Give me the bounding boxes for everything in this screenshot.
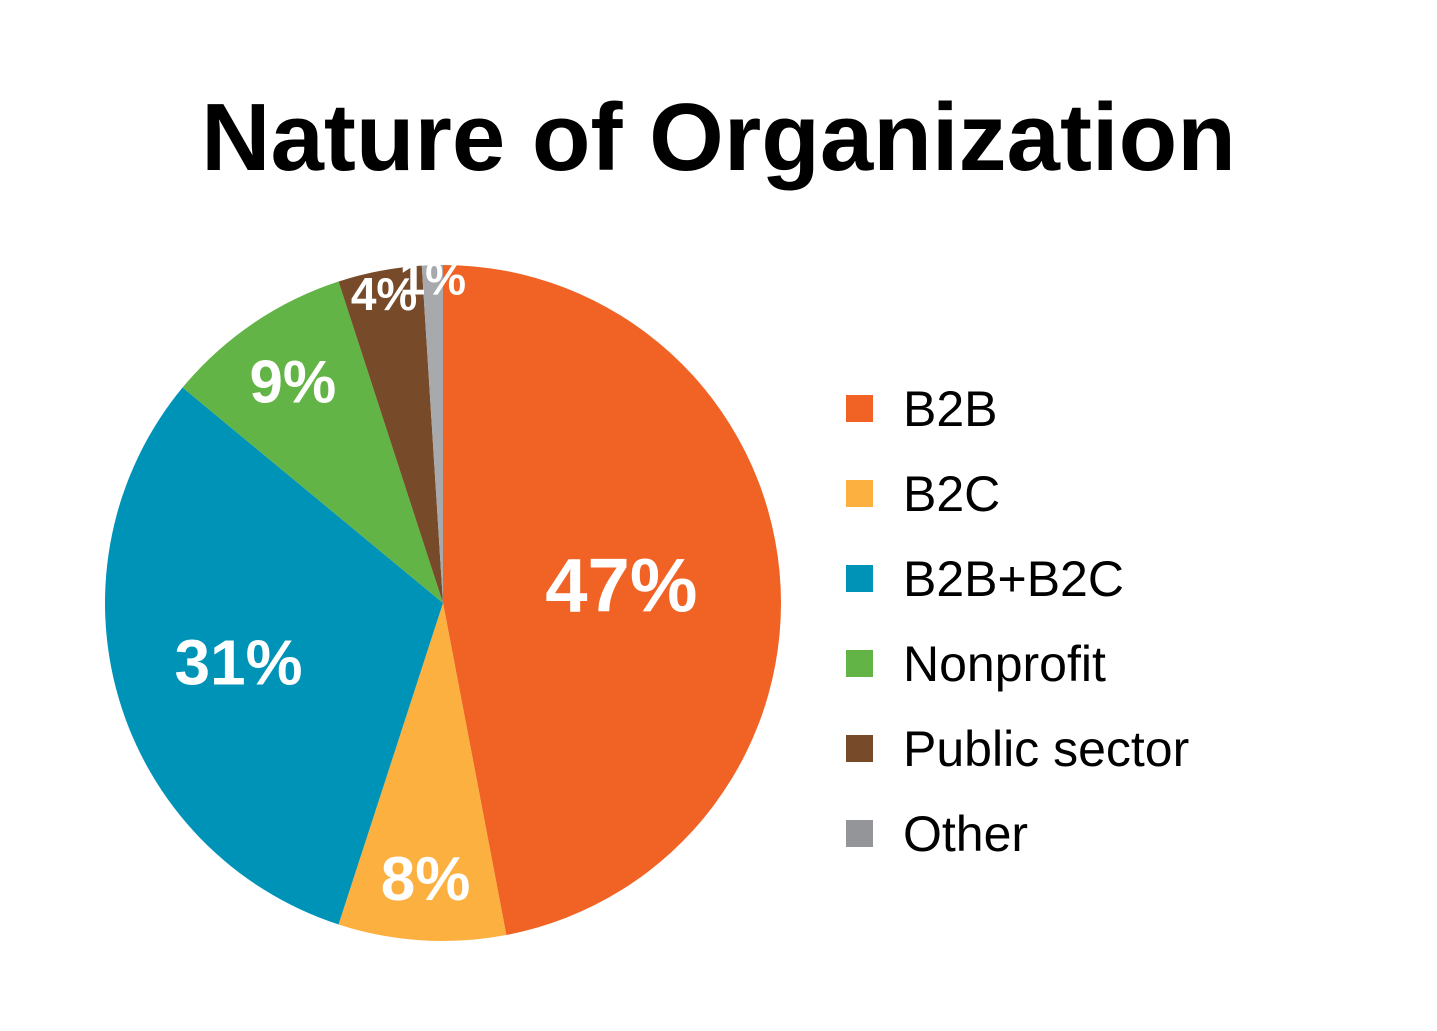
legend-item: Public sector <box>846 706 1189 791</box>
pie-slice-labels: 47% 8% 31% 9% 4%1% <box>174 253 697 914</box>
pie-slice-nonprofit <box>182 281 443 603</box>
legend-label: Other <box>903 805 1029 862</box>
chart-title: Nature of Organization <box>201 84 1236 191</box>
legend-label: B2B <box>903 380 998 437</box>
legend-item: Nonprofit <box>846 621 1189 706</box>
legend-item: Other <box>846 791 1189 876</box>
pie-slice-b2b-b2c <box>104 387 444 925</box>
pie-slice-other <box>421 265 443 603</box>
legend-item: B2B <box>846 366 1189 451</box>
pie-slices <box>104 265 781 941</box>
legend-label: Public sector <box>903 720 1190 777</box>
pie-slice-label: 4% <box>351 268 417 320</box>
legend-swatch <box>846 395 873 422</box>
legend-label: Nonprofit <box>903 635 1106 692</box>
legend: B2B B2C B2B+B2C Nonprofit Public sector Other <box>846 366 1189 876</box>
pie-slice-b2c <box>338 603 507 941</box>
legend-label: B2C <box>903 465 1001 522</box>
legend-swatch <box>846 480 873 507</box>
legend-swatch <box>846 735 873 762</box>
legend-label: B2B+B2C <box>903 550 1124 607</box>
pie-slice-label: 9% <box>250 349 337 416</box>
pie-slice-label: 31% <box>174 626 302 698</box>
pie-slice-label: 8% <box>381 845 471 914</box>
pie-slice-label: 47% <box>545 544 697 629</box>
legend-item: B2B+B2C <box>846 536 1189 621</box>
legend-item: B2C <box>846 451 1189 536</box>
legend-swatch <box>846 565 873 592</box>
pie-slice-label: 1% <box>400 253 466 305</box>
pie-slice-public-sector <box>338 265 443 603</box>
legend-swatch <box>846 820 873 847</box>
legend-swatch <box>846 650 873 677</box>
pie-slice-b2b <box>443 265 781 936</box>
